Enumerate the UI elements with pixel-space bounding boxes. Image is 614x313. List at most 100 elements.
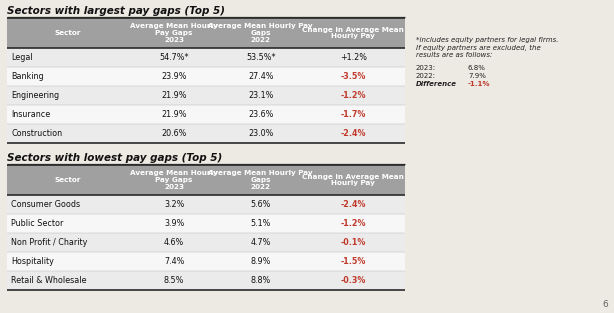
Text: +1.2%: +1.2% — [340, 53, 367, 62]
Text: 23.9%: 23.9% — [161, 72, 187, 81]
Text: 8.9%: 8.9% — [251, 257, 271, 266]
Text: *includes equity partners for legal firms.: *includes equity partners for legal firm… — [416, 37, 559, 43]
Bar — [128, 86, 220, 105]
Text: -1.2%: -1.2% — [341, 91, 366, 100]
Bar — [220, 252, 301, 271]
Text: Retail & Wholesale: Retail & Wholesale — [11, 276, 87, 285]
Bar — [7, 233, 128, 252]
Bar — [220, 165, 301, 195]
Text: Legal: Legal — [11, 53, 33, 62]
Text: Sector: Sector — [55, 177, 81, 183]
Text: 8.5%: 8.5% — [164, 276, 184, 285]
Bar — [7, 165, 128, 195]
Bar — [128, 165, 220, 195]
Bar — [220, 214, 301, 233]
Bar — [7, 86, 128, 105]
Text: Hospitality: Hospitality — [11, 257, 54, 266]
Text: -0.3%: -0.3% — [341, 276, 366, 285]
Text: 2022:: 2022: — [416, 73, 436, 79]
Text: -1.5%: -1.5% — [341, 257, 366, 266]
Bar — [7, 271, 128, 290]
Bar — [220, 67, 301, 86]
Text: Consumer Goods: Consumer Goods — [11, 200, 80, 209]
Text: 54.7%*: 54.7%* — [160, 53, 189, 62]
Text: 53.5%*: 53.5%* — [246, 53, 276, 62]
Text: 23.6%: 23.6% — [248, 110, 273, 119]
Text: Insurance: Insurance — [11, 110, 50, 119]
Bar — [301, 252, 405, 271]
Bar — [128, 105, 220, 124]
Text: Banking: Banking — [11, 72, 44, 81]
Text: Change in Average Mean
Hourly Pay: Change in Average Mean Hourly Pay — [302, 174, 404, 186]
Text: Average Mean Hourly Pay
Gaps
2022: Average Mean Hourly Pay Gaps 2022 — [208, 23, 313, 43]
Text: 2023:: 2023: — [416, 64, 436, 70]
Bar — [128, 252, 220, 271]
Bar — [301, 48, 405, 67]
Bar — [301, 67, 405, 86]
Bar — [7, 124, 128, 143]
Text: 4.7%: 4.7% — [251, 238, 271, 247]
Text: Average Mean Hourly
Pay Gaps
2023: Average Mean Hourly Pay Gaps 2023 — [130, 23, 218, 43]
Bar — [301, 124, 405, 143]
Text: 5.6%: 5.6% — [251, 200, 271, 209]
Text: results are as follows:: results are as follows: — [416, 52, 492, 58]
Text: Public Sector: Public Sector — [11, 219, 63, 228]
Bar — [7, 214, 128, 233]
Text: 20.6%: 20.6% — [161, 129, 187, 138]
Bar — [220, 124, 301, 143]
Text: If equity partners are excluded, the: If equity partners are excluded, the — [416, 44, 541, 51]
Text: -1.2%: -1.2% — [341, 219, 366, 228]
Bar — [301, 214, 405, 233]
Bar — [128, 48, 220, 67]
Text: 3.2%: 3.2% — [164, 200, 184, 209]
Bar — [7, 105, 128, 124]
Text: 23.0%: 23.0% — [248, 129, 273, 138]
Text: Non Profit / Charity: Non Profit / Charity — [11, 238, 87, 247]
Bar — [220, 233, 301, 252]
Bar — [301, 195, 405, 214]
Text: 7.9%: 7.9% — [468, 73, 486, 79]
Bar — [7, 18, 128, 48]
Text: Change in Average Mean
Hourly Pay: Change in Average Mean Hourly Pay — [302, 27, 404, 39]
Text: 6: 6 — [602, 300, 608, 309]
Text: Difference: Difference — [416, 81, 457, 88]
Bar — [301, 18, 405, 48]
Bar — [7, 195, 128, 214]
Text: Average Mean Hourly
Pay Gaps
2023: Average Mean Hourly Pay Gaps 2023 — [130, 170, 218, 190]
Text: 21.9%: 21.9% — [161, 110, 187, 119]
Text: -3.5%: -3.5% — [341, 72, 366, 81]
Bar — [128, 271, 220, 290]
Bar — [128, 124, 220, 143]
Bar — [301, 86, 405, 105]
Bar — [128, 214, 220, 233]
Bar — [128, 233, 220, 252]
Bar — [220, 271, 301, 290]
Text: Sectors with lowest pay gaps (Top 5): Sectors with lowest pay gaps (Top 5) — [7, 153, 222, 163]
Text: 27.4%: 27.4% — [248, 72, 273, 81]
Bar — [220, 195, 301, 214]
Text: -1.1%: -1.1% — [468, 81, 491, 88]
Bar — [301, 105, 405, 124]
Bar — [301, 233, 405, 252]
Bar — [220, 86, 301, 105]
Bar — [7, 67, 128, 86]
Bar — [301, 271, 405, 290]
Text: Sectors with largest pay gaps (Top 5): Sectors with largest pay gaps (Top 5) — [7, 6, 225, 16]
Text: -2.4%: -2.4% — [341, 200, 366, 209]
Bar — [128, 195, 220, 214]
Text: Construction: Construction — [11, 129, 62, 138]
Text: 7.4%: 7.4% — [164, 257, 184, 266]
Text: Average Mean Hourly Pay
Gaps
2022: Average Mean Hourly Pay Gaps 2022 — [208, 170, 313, 190]
Text: 4.6%: 4.6% — [164, 238, 184, 247]
Bar — [128, 18, 220, 48]
Text: Engineering: Engineering — [11, 91, 59, 100]
Bar — [220, 105, 301, 124]
Text: -1.7%: -1.7% — [341, 110, 366, 119]
Text: 8.8%: 8.8% — [251, 276, 271, 285]
Text: 5.1%: 5.1% — [251, 219, 271, 228]
Text: 3.9%: 3.9% — [164, 219, 184, 228]
Text: 21.9%: 21.9% — [161, 91, 187, 100]
Bar — [301, 165, 405, 195]
Bar — [220, 18, 301, 48]
Bar — [7, 48, 128, 67]
